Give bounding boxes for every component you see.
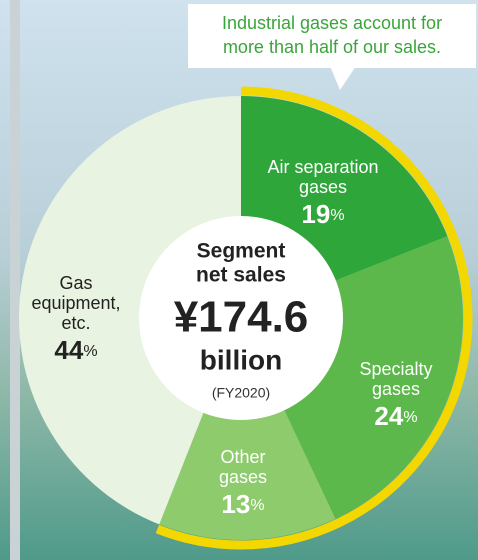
value-number: 24 xyxy=(374,401,403,431)
category-label: gases xyxy=(299,177,347,197)
category-label: gases xyxy=(372,379,420,399)
category-label: Air separation xyxy=(267,157,378,177)
value-unit: % xyxy=(83,343,97,360)
category-label: Gas xyxy=(59,273,92,293)
center-title: Segment xyxy=(197,240,286,263)
category-label: Other xyxy=(220,447,265,467)
center-title: net sales xyxy=(196,264,286,287)
value-unit: % xyxy=(250,497,264,514)
chart: Air separationgases19%Specialtygases24%O… xyxy=(0,0,478,560)
value-unit: % xyxy=(403,409,417,426)
center-unit: billion xyxy=(200,344,282,375)
value-number: 13 xyxy=(221,489,250,519)
category-label: etc. xyxy=(61,313,90,333)
callout-text: more than half of our sales. xyxy=(223,37,441,57)
category-label: gases xyxy=(219,467,267,487)
value-number: 19 xyxy=(301,199,330,229)
category-label: Specialty xyxy=(359,359,432,379)
background-pole xyxy=(10,0,20,560)
category-label: equipment, xyxy=(31,293,120,313)
value-number: 44 xyxy=(54,335,83,365)
center-period: (FY2020) xyxy=(212,385,270,401)
center-amount: ¥174.6 xyxy=(174,293,309,342)
callout-text: Industrial gases account for xyxy=(222,13,442,33)
value-unit: % xyxy=(330,207,344,224)
